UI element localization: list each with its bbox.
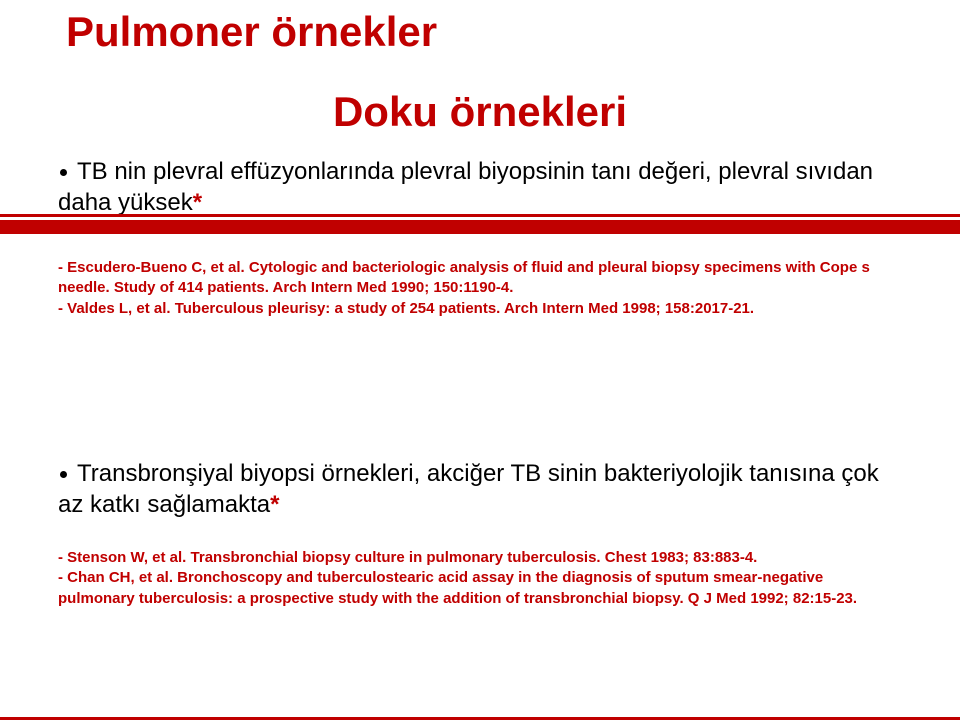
bullet-block-2: Transbronşiyal biyopsi örnekleri, akciğe… xyxy=(58,458,902,520)
refs-block-1: - Escudero-Bueno C, et al. Cytologic and… xyxy=(58,258,902,319)
ref-line: - Chan CH, et al. Bronchoscopy and tuber… xyxy=(58,568,902,609)
refs-block-2: - Stenson W, et al. Transbronchial biops… xyxy=(58,548,902,609)
bullet-2-text: Transbronşiyal biyopsi örnekleri, akciğe… xyxy=(58,460,879,518)
asterisk: * xyxy=(270,491,279,518)
bullet-block-1: TB nin plevral effüzyonlarında plevral b… xyxy=(58,156,902,218)
bullet-dot-icon xyxy=(60,169,67,176)
ref-line: - Stenson W, et al. Transbronchial biops… xyxy=(58,548,902,568)
bullet-text: Transbronşiyal biyopsi örnekleri, akciğe… xyxy=(58,458,902,520)
bullet-text: TB nin plevral effüzyonlarında plevral b… xyxy=(58,156,902,218)
ref-line: - Valdes L, et al. Tuberculous pleurisy:… xyxy=(58,299,902,319)
slide-title: Pulmoner örnekler xyxy=(66,8,437,55)
asterisk: * xyxy=(193,189,202,216)
slide: Pulmoner örnekler Doku örnekleri TB nin … xyxy=(0,0,960,722)
title-box: Pulmoner örnekler xyxy=(48,4,455,60)
slide-subtitle: Doku örnekleri xyxy=(0,88,960,136)
ref-line: - Escudero-Bueno C, et al. Cytologic and… xyxy=(58,258,902,299)
bullet-dot-icon xyxy=(60,471,67,478)
footer-accent-line xyxy=(0,717,960,720)
bullet-1-text: TB nin plevral effüzyonlarında plevral b… xyxy=(58,158,873,216)
accent-bar xyxy=(0,220,960,234)
